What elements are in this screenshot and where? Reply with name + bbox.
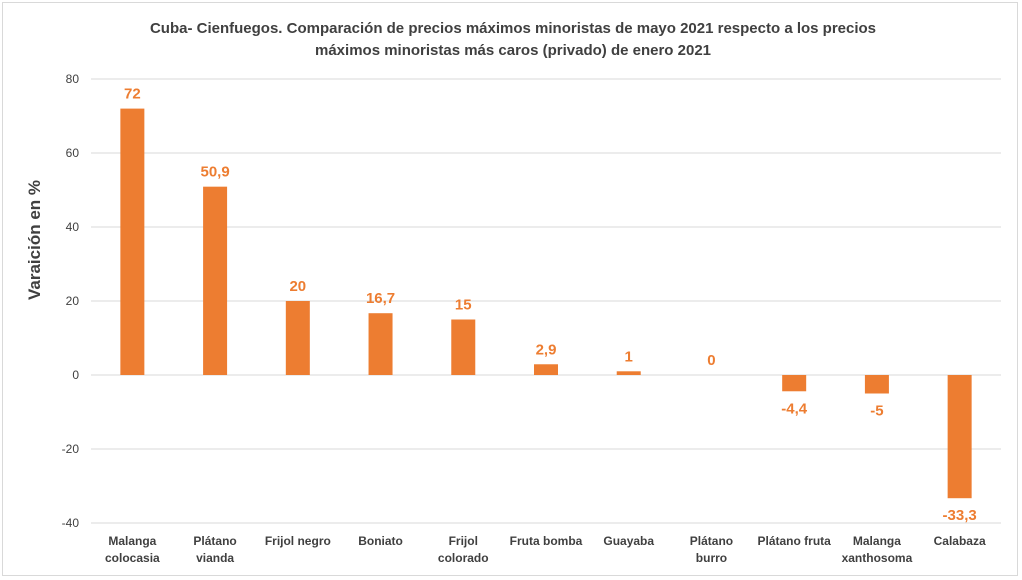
y-axis-label: Varaición en % — [25, 180, 44, 300]
x-tick-label: Calabaza — [934, 534, 986, 548]
x-tick-label: Boniato — [358, 534, 403, 548]
bar — [616, 371, 641, 375]
y-tick-label: 0 — [72, 368, 79, 382]
y-tick-label: -20 — [62, 442, 80, 456]
chart-title-line-2: máximos minoristas más caros (privado) d… — [315, 42, 711, 59]
data-label: 15 — [455, 297, 472, 314]
x-tick-label: Plátano vianda — [193, 534, 236, 565]
y-axis-ticks: 80 60 40 20 0 -20 -40 — [62, 72, 80, 530]
bar — [534, 364, 558, 375]
bar — [203, 186, 228, 375]
x-axis-categories: Malanga colocasia Plátano vianda Frijol negr… — [105, 534, 986, 565]
y-tick-label: 20 — [66, 294, 80, 308]
x-tick-label: Plátano burro — [690, 534, 733, 565]
x-tick-label: Malanga colocasia — [105, 534, 160, 565]
bar — [368, 313, 393, 375]
data-label: 50,9 — [200, 164, 229, 181]
y-tick-label: 60 — [66, 146, 80, 160]
bar-chart: Cuba- Cienfuegos. Comparación de precios… — [25, 20, 1001, 565]
bar — [782, 375, 807, 392]
data-label: -33,3 — [943, 507, 977, 524]
data-label: 16,7 — [366, 290, 395, 307]
data-label: 0 — [707, 352, 715, 369]
bar — [285, 301, 310, 375]
chart-title: Cuba- Cienfuegos. Comparación de precios… — [150, 20, 876, 59]
data-label: 20 — [289, 278, 306, 295]
chart-title-line-1: Cuba- Cienfuegos. Comparación de precios… — [150, 20, 876, 37]
y-tick-label: 40 — [66, 220, 80, 234]
data-label: -5 — [870, 403, 883, 420]
y-tick-label: -40 — [62, 516, 80, 530]
data-labels: 72 50,9 20 16,7 15 2,9 1 0 -4,4 -5 -33,3 — [124, 86, 977, 525]
gridlines — [91, 78, 1001, 524]
x-tick-label: Plátano fruta — [758, 534, 832, 548]
bar — [947, 375, 972, 499]
bar — [451, 319, 476, 375]
x-tick-label: Fruta bomba — [510, 534, 583, 548]
bar — [120, 108, 145, 375]
x-tick-label: Malanga xanthosoma — [842, 534, 913, 565]
x-tick-label: Guayaba — [603, 534, 654, 548]
x-tick-label: Frijol colorado — [438, 534, 489, 565]
y-tick-label: 80 — [66, 72, 80, 86]
bar — [864, 375, 889, 394]
data-label: 1 — [625, 348, 633, 365]
data-label: -4,4 — [781, 400, 808, 417]
data-label: 72 — [124, 86, 141, 103]
data-label: 2,9 — [536, 341, 557, 358]
x-tick-label: Frijol negro — [265, 534, 331, 548]
bars — [120, 108, 972, 499]
